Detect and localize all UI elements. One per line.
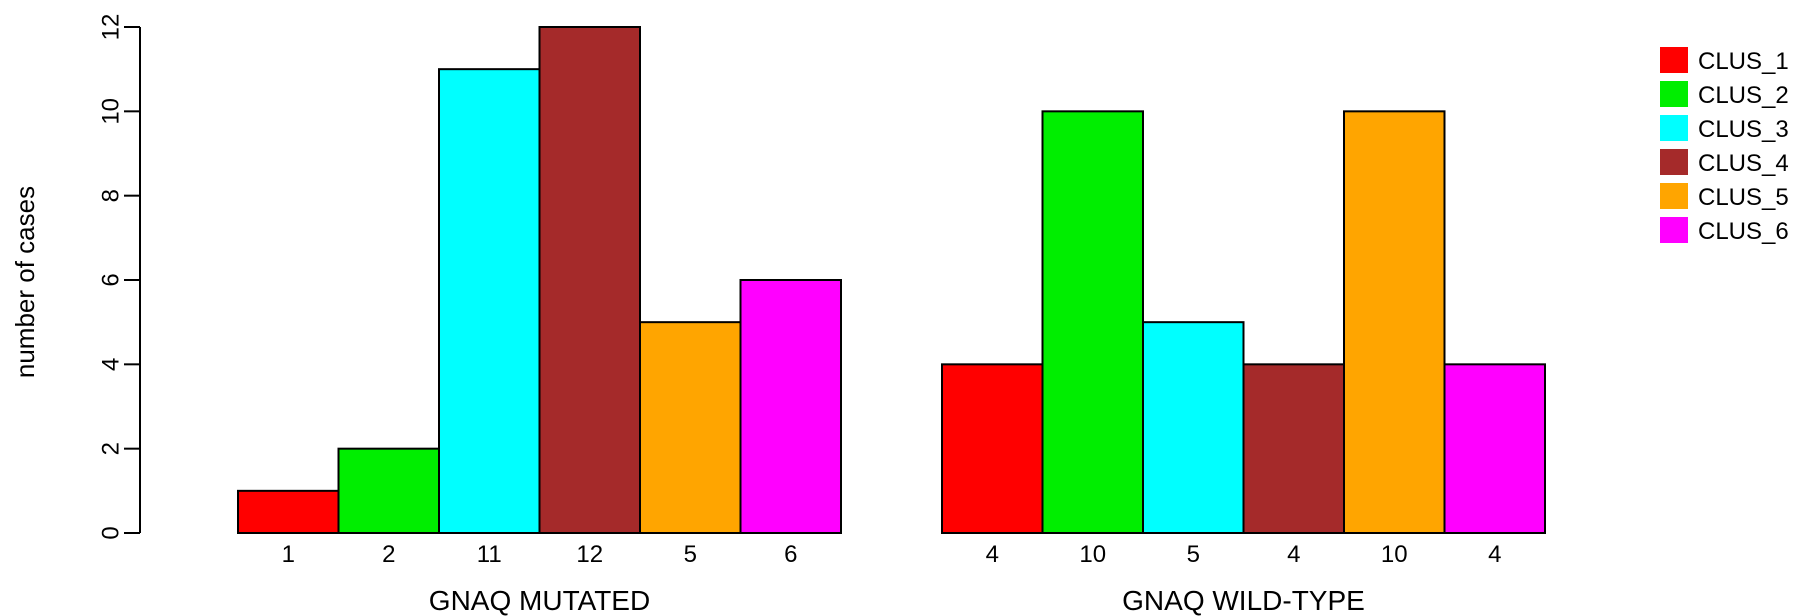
legend-entry-label: CLUS_4 <box>1698 150 1789 177</box>
y-tick-label: 6 <box>97 273 124 286</box>
bar <box>538 26 641 534</box>
group-label: GNAQ WILD-TYPE <box>1122 585 1365 616</box>
y-axis-label: number of cases <box>10 186 40 378</box>
bar <box>1343 110 1446 534</box>
legend-entry-label: CLUS_2 <box>1698 82 1789 109</box>
legend-swatch <box>1660 217 1688 243</box>
bar-value-label: 1 <box>282 541 295 568</box>
bar-value-label: 2 <box>382 541 395 568</box>
y-tick-label: 0 <box>97 526 124 539</box>
bar-value-label: 10 <box>1381 541 1408 568</box>
bar-value-label: 4 <box>1488 541 1501 568</box>
bar-value-label: 6 <box>784 541 797 568</box>
bar <box>1142 321 1245 534</box>
bar-value-label: 12 <box>576 541 603 568</box>
legend-entry-label: CLUS_1 <box>1698 48 1789 75</box>
legend-swatch <box>1660 47 1688 73</box>
y-tick-label: 10 <box>97 98 124 125</box>
bar-labels: 1 2 11 12 5 6 4 10 5 4 10 4 <box>282 541 1502 568</box>
bar <box>237 489 340 535</box>
legend: CLUS_1 CLUS_2 CLUS_3 CLUS_4 CLUS_5 CLUS_6 <box>1660 47 1789 245</box>
bar <box>941 363 1044 535</box>
legend-entry-label: CLUS_6 <box>1698 218 1789 245</box>
bar <box>639 321 742 534</box>
bar-value-label: 4 <box>1287 541 1300 568</box>
group-label: GNAQ MUTATED <box>429 585 650 616</box>
bars <box>237 26 1546 535</box>
bar-value-label: 5 <box>684 541 697 568</box>
y-axis: 0 2 4 6 8 10 12 <box>97 14 141 540</box>
legend-swatch <box>1660 183 1688 209</box>
bar <box>739 279 842 534</box>
group-labels: GNAQ MUTATED GNAQ WILD-TYPE <box>429 585 1365 616</box>
bar-value-label: 5 <box>1187 541 1200 568</box>
bar <box>1242 363 1345 535</box>
bar <box>337 447 440 534</box>
legend-swatch <box>1660 81 1688 107</box>
bar-value-label: 4 <box>986 541 999 568</box>
y-tick-label: 4 <box>97 358 124 371</box>
legend-swatch <box>1660 115 1688 141</box>
bar <box>1443 363 1546 535</box>
legend-swatch <box>1660 149 1688 175</box>
bar-value-label: 10 <box>1079 541 1106 568</box>
y-tick-label: 8 <box>97 189 124 202</box>
bar <box>1041 110 1144 534</box>
legend-entry-label: CLUS_5 <box>1698 184 1789 211</box>
bar-value-label: 11 <box>477 541 502 568</box>
bar <box>438 68 541 535</box>
y-tick-label: 12 <box>97 14 124 41</box>
y-tick-label: 2 <box>97 442 124 455</box>
legend-entry-label: CLUS_3 <box>1698 116 1789 143</box>
